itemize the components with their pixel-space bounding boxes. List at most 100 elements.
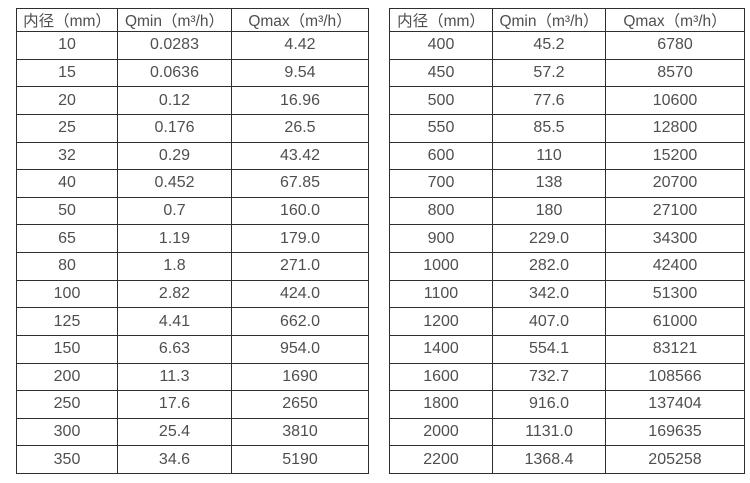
table-row: 1600 732.7 108566 xyxy=(389,362,745,392)
table-row: 2200 1368.4 205258 xyxy=(389,445,745,474)
table-cell: 150 xyxy=(16,334,118,364)
table-row: 700 138 20700 xyxy=(389,169,745,198)
table-cell: 554.1 xyxy=(492,334,606,364)
flow-spec-table-large-diameters: 内径（mm） Qmin（m³/h） Qmax（m³/h） 400 45.2 6780 45… xyxy=(389,8,745,474)
table-cell: 662.0 xyxy=(231,307,369,336)
table-row: 550 85.5 12800 xyxy=(389,113,745,143)
table-cell: 15 xyxy=(16,58,118,88)
table-row: 1000 282.0 42400 xyxy=(389,252,745,281)
table-cell: 45.2 xyxy=(492,31,606,60)
table-row: 250 17.6 2650 xyxy=(16,390,369,419)
table-cell: 0.12 xyxy=(117,86,232,115)
table-cell: 10600 xyxy=(605,86,745,115)
table-cell: 20 xyxy=(16,86,118,115)
table-row: 150 6.63 954.0 xyxy=(16,334,369,364)
table-header: 内径（mm） Qmin（m³/h） Qmax（m³/h） xyxy=(16,8,369,32)
table-cell: 450 xyxy=(389,58,493,88)
table-cell: 3810 xyxy=(231,417,369,447)
table-cell: 954.0 xyxy=(231,334,369,364)
table-cell: 1.8 xyxy=(117,252,232,281)
table-row: 1100 342.0 51300 xyxy=(389,279,745,309)
table-cell: 61000 xyxy=(605,307,745,336)
table-cell: 25.4 xyxy=(117,417,232,447)
table-cell: 83121 xyxy=(605,334,745,364)
table-cell: 916.0 xyxy=(492,390,606,419)
table-cell: 51300 xyxy=(605,279,745,309)
table-cell: 27100 xyxy=(605,196,745,226)
table-cell: 1800 xyxy=(389,390,493,419)
table-cell: 57.2 xyxy=(492,58,606,88)
table-cell: 550 xyxy=(389,113,493,143)
table-cell: 20700 xyxy=(605,169,745,198)
table-cell: 169635 xyxy=(605,417,745,447)
table-cell: 137404 xyxy=(605,390,745,419)
table-cell: 0.176 xyxy=(117,113,232,143)
table-cell: 100 xyxy=(16,279,118,309)
table-row: 65 1.19 179.0 xyxy=(16,224,369,253)
table-cell: 732.7 xyxy=(492,362,606,392)
table-cell: 282.0 xyxy=(492,252,606,281)
table-cell: 110 xyxy=(492,141,606,171)
table-row: 32 0.29 43.42 xyxy=(16,141,369,171)
table-row: 40 0.452 67.85 xyxy=(16,169,369,198)
table-cell: 4.42 xyxy=(231,31,369,60)
table-cell: 65 xyxy=(16,224,118,253)
table-cell: 2200 xyxy=(389,445,493,474)
table-row: 100 2.82 424.0 xyxy=(16,279,369,309)
table-cell: 34.6 xyxy=(117,445,232,474)
table-cell: 80 xyxy=(16,252,118,281)
table-row: 600 110 15200 xyxy=(389,141,745,171)
table-row: 500 77.6 10600 xyxy=(389,86,745,115)
table-cell: 6.63 xyxy=(117,334,232,364)
table-cell: 300 xyxy=(16,417,118,447)
table-cell: 125 xyxy=(16,307,118,336)
table-cell: 15200 xyxy=(605,141,745,171)
table-cell: 1600 xyxy=(389,362,493,392)
table-row: 1800 916.0 137404 xyxy=(389,390,745,419)
table-cell: 1100 xyxy=(389,279,493,309)
column-header: Qmin（m³/h） xyxy=(117,8,232,32)
table-row: 15 0.0636 9.54 xyxy=(16,58,369,88)
table-cell: 77.6 xyxy=(492,86,606,115)
table-cell: 138 xyxy=(492,169,606,198)
table-cell: 2650 xyxy=(231,390,369,419)
table-row: 450 57.2 8570 xyxy=(389,58,745,88)
column-header: Qmin（m³/h） xyxy=(492,8,606,32)
table-cell: 600 xyxy=(389,141,493,171)
table-cell: 17.6 xyxy=(117,390,232,419)
table-cell: 32 xyxy=(16,141,118,171)
column-header: 内径（mm） xyxy=(389,8,493,32)
table-cell: 40 xyxy=(16,169,118,198)
table-cell: 0.0283 xyxy=(117,31,232,60)
flow-spec-table-small-diameters: 内径（mm） Qmin（m³/h） Qmax（m³/h） 10 0.0283 4.42 1… xyxy=(16,8,369,474)
column-header: 内径（mm） xyxy=(16,8,118,32)
table-cell: 25 xyxy=(16,113,118,143)
table-cell: 5190 xyxy=(231,445,369,474)
table-row: 200 11.3 1690 xyxy=(16,362,369,392)
table-cell: 0.7 xyxy=(117,196,232,226)
table-row: 125 4.41 662.0 xyxy=(16,307,369,336)
table-row: 1400 554.1 83121 xyxy=(389,334,745,364)
table-cell: 1400 xyxy=(389,334,493,364)
table-row: 25 0.176 26.5 xyxy=(16,113,369,143)
header-row: 内径（mm） Qmin（m³/h） Qmax（m³/h） xyxy=(389,8,745,32)
table-row: 350 34.6 5190 xyxy=(16,445,369,474)
table-cell: 0.452 xyxy=(117,169,232,198)
table-cell: 700 xyxy=(389,169,493,198)
table-cell: 500 xyxy=(389,86,493,115)
table-cell: 2.82 xyxy=(117,279,232,309)
table-cell: 1131.0 xyxy=(492,417,606,447)
table-cell: 108566 xyxy=(605,362,745,392)
table-row: 400 45.2 6780 xyxy=(389,31,745,60)
table-header: 内径（mm） Qmin（m³/h） Qmax（m³/h） xyxy=(389,8,745,32)
table-row: 300 25.4 3810 xyxy=(16,417,369,447)
table-row: 80 1.8 271.0 xyxy=(16,252,369,281)
table-cell: 179.0 xyxy=(231,224,369,253)
table-cell: 9.54 xyxy=(231,58,369,88)
table-cell: 85.5 xyxy=(492,113,606,143)
table-cell: 0.0636 xyxy=(117,58,232,88)
table-cell: 900 xyxy=(389,224,493,253)
table-cell: 42400 xyxy=(605,252,745,281)
table-cell: 67.85 xyxy=(231,169,369,198)
